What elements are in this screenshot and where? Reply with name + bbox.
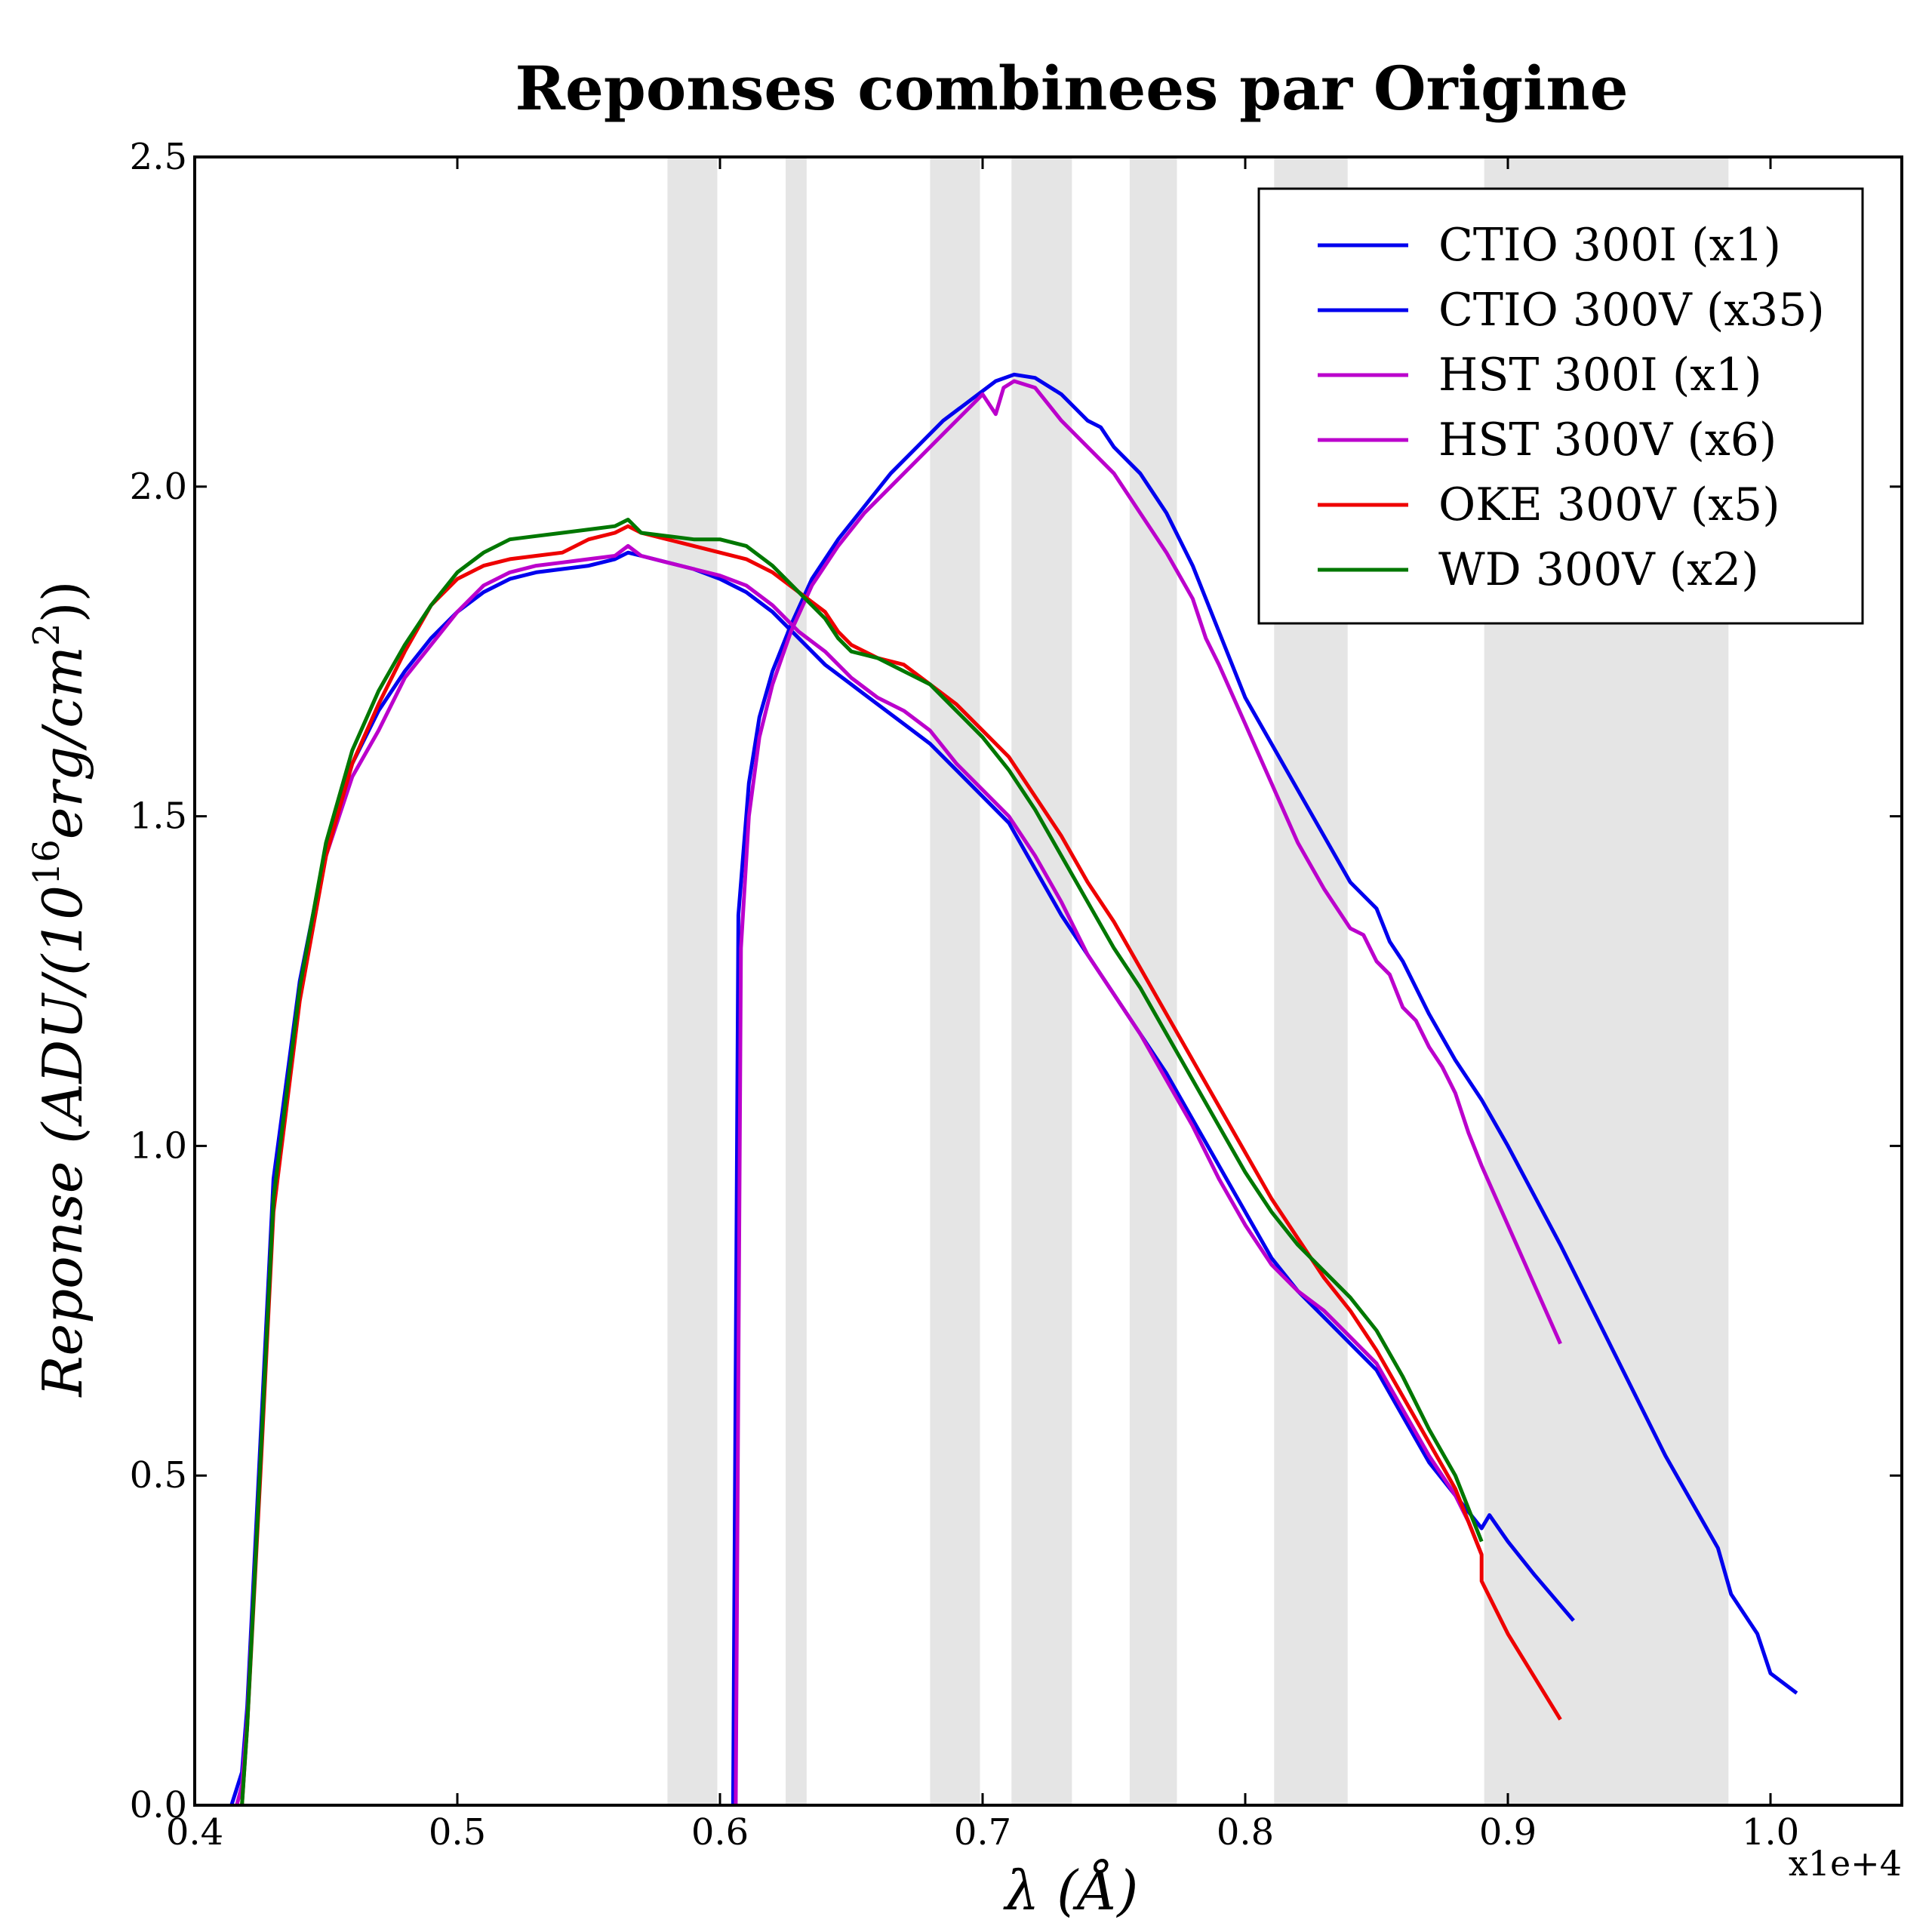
x-axis-label: λ (Å): [1003, 1858, 1139, 1922]
y-tick-label: 1.0: [130, 1124, 187, 1167]
x-tick-label: 1.0: [1742, 1811, 1799, 1854]
legend-label-4: OKE 300V (x5): [1438, 478, 1780, 531]
x-tick-label: 0.4: [166, 1811, 223, 1854]
legend-label-5: WD 300V (x2): [1438, 543, 1759, 596]
y-axis-label-post: )): [31, 580, 94, 623]
series-line-3: [235, 543, 1484, 1805]
y-axis-label: Reponse (ADU/(1016erg/cm2)): [26, 580, 94, 1398]
series-line-2: [734, 379, 1562, 1805]
y-tick-label: 0.5: [130, 1454, 187, 1497]
y-tick-label: 0.0: [130, 1784, 187, 1826]
legend-label-3: HST 300V (x6): [1438, 414, 1777, 466]
legend-label-0: CTIO 300I (x1): [1438, 219, 1781, 272]
chart-title: Reponses combinees par Origine: [515, 53, 1629, 124]
axes: 0.4 0.5 0.6 0.7 0.8 0.9 1.0 0.0 0.5 1.0 1.5 2.0 2.5: [130, 136, 1903, 1854]
shaded-band-0: [667, 157, 718, 1805]
x-tick-label: 0.7: [954, 1811, 1011, 1854]
y-tick-label: 2.5: [130, 136, 187, 178]
shaded-band-3: [1011, 157, 1072, 1805]
axes-frame: [193, 155, 1903, 1807]
series-line-5: [240, 518, 1484, 1805]
x-tick-label: 0.8: [1217, 1811, 1274, 1854]
y-axis-label-pre: Reponse (ADU/(10: [31, 885, 94, 1398]
legend-label-2: HST 300I (x1): [1438, 349, 1762, 401]
legend: CTIO 300I (x1) CTIO 300V (x35) HST 300I (x…: [1257, 187, 1864, 625]
x-tick-label: 0.9: [1479, 1811, 1537, 1854]
shaded-band-2: [930, 157, 980, 1805]
y-tick-label: 1.5: [130, 795, 187, 838]
x-tick-label: 0.6: [691, 1811, 749, 1854]
x-tick-label: 0.5: [429, 1811, 486, 1854]
y-tick-label: 2.0: [130, 466, 187, 508]
shaded-band-1: [786, 157, 807, 1805]
plot-area: [229, 372, 1798, 1805]
y-axis-label-exp2: 2: [26, 623, 68, 647]
y-axis-label-exp1: 16: [26, 839, 68, 885]
y-axis-label-mid: erg/cm: [31, 646, 94, 839]
series-line-0: [731, 372, 1798, 1805]
legend-label-1: CTIO 300V (x35): [1438, 284, 1825, 337]
series-line-1: [229, 550, 1575, 1805]
legend-box: [1257, 187, 1864, 625]
x-axis-multiplier: x1e+4: [1789, 1843, 1902, 1884]
